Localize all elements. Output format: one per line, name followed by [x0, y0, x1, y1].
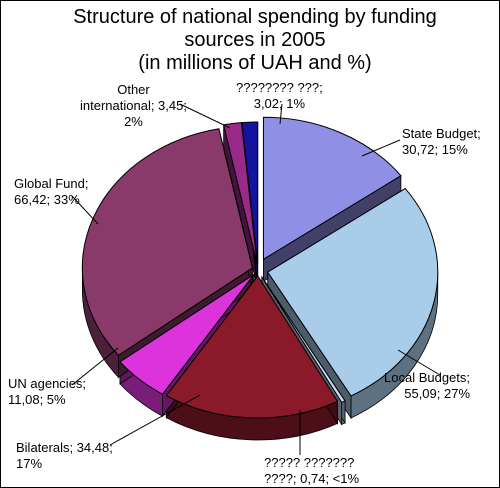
label-state-budget: State Budget; 30,72; 15% — [402, 126, 481, 157]
leader-line-6 — [179, 103, 231, 129]
pie-slice-4 — [119, 274, 255, 395]
pie-slice-3 — [165, 275, 339, 419]
leader-line-3 — [109, 394, 201, 446]
leader-line-5 — [71, 195, 99, 225]
label-unknown-small: ????? ??????? ????; 0,74; <1% — [264, 455, 360, 486]
pie-slice-2 — [261, 276, 346, 404]
label-global-fund: Global Fund; 66,42; 33% — [14, 176, 89, 207]
chart-title-line-1: Structure of national spending by fundin… — [73, 6, 437, 28]
leader-line-0 — [361, 139, 401, 157]
label-bilaterals: Bilaterals; 34,48; 17% — [16, 440, 113, 471]
leader-line-4 — [71, 347, 119, 386]
label-local-budgets: Local Budgets; 55,09; 27% — [384, 370, 471, 401]
label-unknown-1pct: ???????? ???; 3,02; 1% — [236, 80, 323, 111]
chart-title-line-3: (in millions of UAH and %) — [138, 52, 372, 74]
chart-title-line-2: sources in 2005 — [184, 29, 326, 51]
label-other-international: Other international; 3,45; 2% — [80, 82, 187, 129]
pie-slice-0 — [262, 116, 402, 261]
chart-title: Structure of national spending by fundin… — [40, 6, 470, 75]
leader-line-7 — [279, 103, 283, 125]
label-un-agencies: UN agencies; 11,08; 5% — [8, 376, 87, 407]
pie-slice-1 — [267, 187, 439, 397]
pie-slice-7 — [241, 121, 259, 265]
leader-line-1 — [397, 349, 441, 376]
